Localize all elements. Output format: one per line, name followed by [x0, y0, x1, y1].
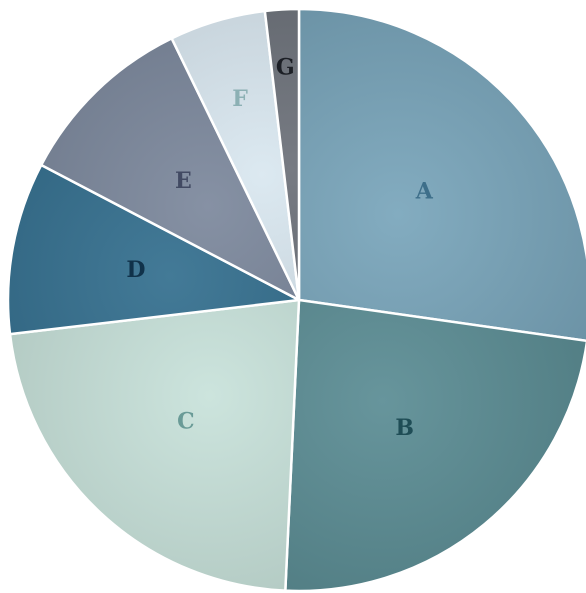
pie-label-f: F — [232, 86, 248, 112]
pie-label-d: D — [126, 257, 145, 283]
pie-slice-e — [39, 37, 301, 302]
pie-slices — [6, 7, 586, 593]
pie-slice-d — [6, 163, 301, 336]
pie-label-a: A — [415, 178, 434, 204]
pie-label-e: E — [175, 168, 192, 194]
pie-slice-a — [297, 7, 586, 343]
pie-labels: A B C D E F G — [126, 55, 433, 441]
pie-label-g: G — [276, 55, 295, 81]
pie-slice-b — [284, 298, 586, 593]
pie-label-c: C — [177, 408, 195, 434]
pie-label-b: B — [395, 415, 414, 441]
pie-slice-g — [263, 7, 301, 302]
pie-slice-c — [8, 298, 301, 592]
